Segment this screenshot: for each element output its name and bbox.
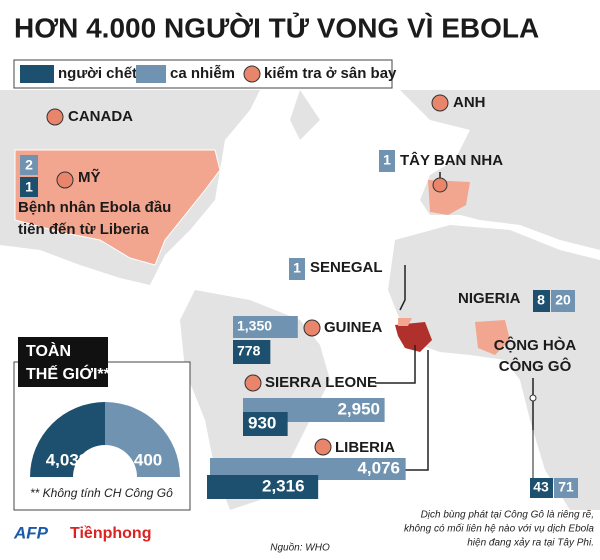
cases-value: 2 (25, 157, 33, 173)
deaths-value: 778 (237, 343, 261, 359)
legend-swatch (136, 65, 166, 83)
legend-swatch (243, 65, 261, 83)
airport-marker (244, 374, 262, 392)
cases-value: 8,400 (120, 450, 163, 469)
cases-box (379, 150, 395, 172)
deaths-value: 8 (537, 292, 545, 308)
nigeria (475, 320, 510, 355)
cases-value: 1 (383, 152, 391, 168)
logo: Tiềnphong (70, 525, 151, 542)
country-name: SIERRA LEONE (265, 374, 377, 391)
footnote: không có mối liên hệ nào với vụ dịch Ebo… (404, 523, 594, 535)
leader-line (405, 350, 429, 471)
footnote: hiện đang xảy ra tại Tây Phi. (467, 537, 594, 549)
airport-marker (56, 171, 74, 189)
country-name: MỸ (78, 168, 101, 186)
cases-box (554, 478, 578, 498)
deaths-value: 2,316 (262, 476, 305, 495)
world-note: ** Không tính CH Công Gô (30, 486, 173, 500)
airport-marker (314, 438, 332, 456)
footnote: Dịch bùng phát tại Công Gô là riêng rẽ, (421, 510, 594, 521)
airport-marker (432, 177, 448, 193)
deaths-value: 930 (248, 413, 276, 432)
legend: người chết ca nhiễm kiểm tra ở sân bay (13, 59, 397, 89)
deaths-box (533, 290, 550, 312)
country-name: NIGERIA (458, 290, 521, 307)
country-name: CANADA (68, 108, 133, 125)
source: Nguồn: WHO (270, 542, 330, 554)
world-title: THẾ GIỚI** (26, 364, 111, 383)
country-note: tiên đến từ Liberia (18, 221, 150, 238)
cases-box (551, 290, 575, 312)
world-total: TOÀN THẾ GIỚI** 4,033 8,400 ** Không tín… (13, 337, 191, 511)
airport-marker (431, 94, 449, 112)
deaths-bar (233, 340, 271, 364)
deaths-box (20, 177, 38, 197)
country-name: SENEGAL (310, 259, 383, 276)
country-name: LIBERIA (335, 439, 395, 456)
deaths-value: 1 (25, 179, 33, 195)
senegal (398, 318, 412, 326)
world-title: TOÀN (26, 341, 71, 360)
cases-value: 1 (293, 260, 301, 276)
country-name: CỘNG HÒA (494, 336, 577, 354)
cases-box (289, 258, 305, 280)
cases-value: 1,350 (237, 318, 272, 334)
cases-bar (210, 458, 406, 480)
deaths-bar (243, 412, 288, 436)
cases-value: 2,950 (337, 399, 380, 418)
deaths-box (530, 478, 553, 498)
cases-bar (233, 316, 298, 338)
legend-frame (13, 59, 393, 89)
mask (28, 477, 184, 487)
outbreak-area (395, 322, 432, 352)
cases-value: 20 (555, 292, 571, 308)
legend-swatch (20, 65, 54, 83)
deaths-bar (207, 475, 319, 499)
airport-marker (46, 108, 64, 126)
country-name: CÔNG GÔ (499, 357, 572, 375)
legend-label: kiểm tra ở sân bay (264, 65, 397, 82)
country-name: GUINEA (324, 319, 383, 336)
country-name: ANH (453, 94, 486, 111)
deaths-value: 43 (533, 479, 549, 495)
world-title-box (18, 337, 108, 387)
cases-value: 71 (558, 479, 574, 495)
title: HƠN 4.000 NGƯỜI TỬ VONG VÌ EBOLA (14, 11, 539, 43)
airport-marker (303, 319, 321, 337)
cases-box (20, 155, 38, 175)
location-dot (529, 394, 537, 402)
country-note: Bệnh nhân Ebola đầu (18, 199, 171, 216)
greenland (290, 90, 320, 140)
legend-label: người chết (58, 65, 137, 82)
legend-label: ca nhiễm (170, 65, 235, 82)
leader-line (399, 265, 406, 311)
logo: AFP (13, 523, 49, 542)
leader-line (375, 345, 416, 384)
deaths-value: 4,033 (46, 450, 89, 469)
cases-value: 4,076 (357, 458, 400, 477)
country-name: TÂY BAN NHA (400, 151, 503, 169)
